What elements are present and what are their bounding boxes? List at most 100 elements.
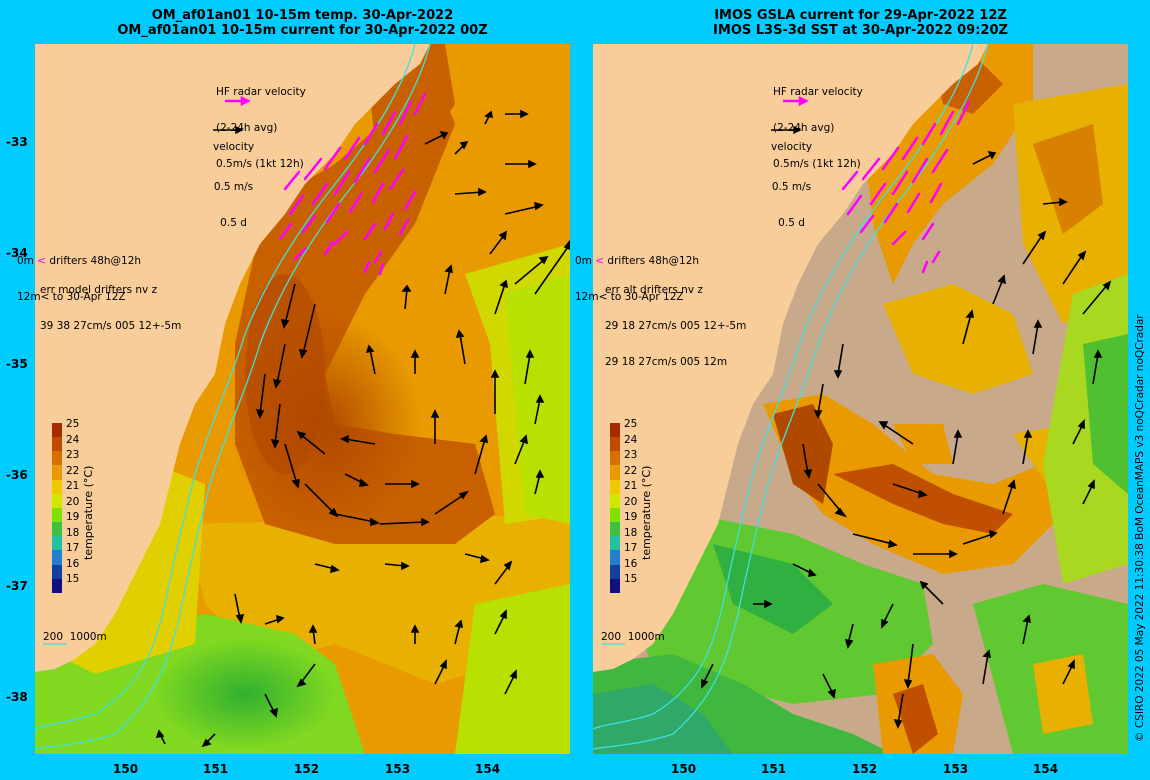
left-drifter-label: drifters 48h@12h — [49, 255, 142, 267]
colorbar-segment — [610, 451, 620, 466]
colorbar-segment — [52, 423, 62, 438]
longitude-tick-label: 153 — [943, 762, 969, 776]
longitude-tick-label: 152 — [294, 762, 320, 776]
colorbar-segment — [52, 479, 62, 494]
colorbar-label: 23 — [66, 449, 80, 461]
left-title: OM_af01an01 10-15m temp. 30-Apr-2022 OM_… — [35, 8, 570, 38]
latitude-tick-label: -37 — [6, 579, 28, 593]
longitude-tick-label: 150 — [113, 762, 139, 776]
colorbar-label: 19 — [624, 511, 638, 523]
colorbar-segment — [610, 493, 620, 508]
left-title-line2: OM_af01an01 10-15m current for 30-Apr-20… — [117, 23, 488, 38]
left-vel-time: 0.5 d — [220, 217, 247, 229]
colorbar-label: 17 — [66, 542, 80, 554]
colorbar-label: 22 — [624, 464, 638, 477]
colorbar-segment — [610, 479, 620, 494]
left-vel-label: velocity — [213, 141, 255, 153]
right-drifter-label: drifters 48h@12h — [607, 255, 700, 267]
longitude-tick-label: 153 — [385, 762, 411, 776]
credit-text: © CSIRO 2022 05 May 2022 11:30:38 BoM Oc… — [1134, 314, 1146, 742]
colorbar-label: 25 — [66, 418, 80, 430]
left-colorbar — [52, 423, 62, 593]
right-err-values: 29 18 27cm/s 005 12+-5m — [605, 320, 747, 332]
colorbar-segment — [52, 465, 62, 480]
colorbar-segment — [52, 578, 62, 593]
colorbar-label: 18 — [624, 526, 638, 539]
colorbar-label: 23 — [624, 449, 638, 461]
latitude-tick-label: -34 — [6, 246, 28, 260]
colorbar-label: 24 — [624, 433, 638, 446]
left-drifter-to: to 30-Apr 12Z — [52, 291, 126, 303]
colorbar-segment — [52, 507, 62, 523]
colorbar-label: 18 — [66, 526, 80, 539]
right-colorbar-title: temperature (°C) — [640, 465, 653, 560]
left-drifter-0m: 0m — [17, 255, 34, 267]
colorbar-segment — [610, 465, 620, 480]
longitude-tick-label: 151 — [203, 762, 229, 776]
colorbar-label: 16 — [66, 557, 80, 570]
right-hf-label: HF radar velocity — [773, 86, 863, 98]
right-vel-label: velocity — [771, 141, 813, 153]
colorbar-segment — [610, 536, 620, 551]
left-velocity-legend: velocity 0.5 m/s 0.5 d — [213, 117, 254, 241]
left-hf-scale: 0.5m/s (1kt 12h) — [216, 158, 304, 170]
colorbar-label: 15 — [66, 573, 80, 585]
longitude-tick-label: 154 — [475, 762, 501, 776]
colorbar-segment — [52, 493, 62, 508]
left-colorbar-title: temperature (°C) — [82, 465, 95, 560]
colorbar-label: 21 — [66, 480, 80, 492]
right-hf-legend: HF radar velocity (2-24h avg) 0.5m/s (1k… — [773, 62, 863, 182]
colorbar-segment — [52, 550, 62, 565]
left-err-header: err model drifters nv z — [40, 284, 158, 296]
left-drifter-12m: 12m — [17, 291, 41, 303]
colorbar-label: 20 — [66, 495, 80, 508]
colorbar-segment — [610, 437, 620, 452]
longitude-tick-label: 150 — [671, 762, 697, 776]
left-title-line1: OM_af01an01 10-15m temp. 30-Apr-2022 — [151, 8, 454, 23]
longitude-tick-label: 151 — [761, 762, 787, 776]
left-hf-avg: (2-24h avg) — [216, 122, 278, 134]
colorbar-segment — [52, 536, 62, 551]
left-err-values: 39 38 27cm/s 005 12+-5m — [40, 320, 182, 332]
left-hf-legend: HF radar velocity (2-24h avg) 0.5m/s (1k… — [216, 62, 306, 182]
left-error-stats: err model drifters nv z 39 38 27cm/s 005… — [40, 260, 181, 344]
colorbar-label: 20 — [624, 495, 638, 508]
right-hf-scale: 0.5m/s (1kt 12h) — [773, 158, 861, 170]
right-vel-speed: 0.5 m/s — [771, 181, 812, 193]
left-contour-label: 200 1000m — [43, 631, 107, 643]
colorbar-label: 22 — [66, 464, 80, 477]
right-velocity-legend: velocity 0.5 m/s 0.5 d — [771, 117, 812, 241]
left-hf-label: HF radar velocity — [216, 86, 306, 98]
left-map — [35, 44, 570, 754]
latitude-tick-label: -36 — [6, 468, 28, 482]
latitude-tick-label: -33 — [6, 135, 28, 149]
right-err-values-2: 29 18 27cm/s 005 12m — [605, 356, 728, 368]
right-drifter-12m: 12m — [575, 291, 599, 303]
right-vel-time: 0.5 d — [778, 217, 805, 229]
colorbar-segment — [52, 564, 62, 579]
longitude-tick-label: 152 — [852, 762, 878, 776]
right-drifter-to: to 30-Apr 12Z — [610, 291, 684, 303]
right-err-header: err alt drifters nv z — [605, 284, 703, 296]
right-map — [593, 44, 1128, 754]
colorbar-label: 15 — [624, 573, 638, 585]
colorbar-segment — [610, 423, 620, 438]
colorbar-label: 17 — [624, 542, 638, 554]
colorbar-segment — [610, 550, 620, 565]
left-drifter-legend: 0m < drifters 48h@12h 12m< to 30-Apr 12Z — [17, 255, 142, 303]
colorbar-label: 21 — [624, 480, 638, 492]
right-title-line1: IMOS GSLA current for 29-Apr-2022 12Z — [714, 8, 1007, 23]
colorbar-label: 25 — [624, 418, 638, 430]
longitude-tick-label: 154 — [1033, 762, 1059, 776]
colorbar-label: 24 — [66, 433, 80, 446]
right-drifter-0m: 0m — [575, 255, 592, 267]
left-vel-speed: 0.5 m/s — [213, 181, 254, 193]
right-colorbar — [610, 423, 620, 593]
colorbar-segment — [52, 437, 62, 452]
latitude-tick-label: -38 — [6, 690, 28, 704]
colorbar-segment — [52, 522, 62, 537]
right-drifter-legend: 0m < drifters 48h@12h 12m< to 30-Apr 12Z — [575, 255, 700, 303]
latitude-tick-label: -35 — [6, 357, 28, 371]
colorbar-label: 19 — [66, 511, 80, 523]
colorbar-segment — [610, 522, 620, 537]
